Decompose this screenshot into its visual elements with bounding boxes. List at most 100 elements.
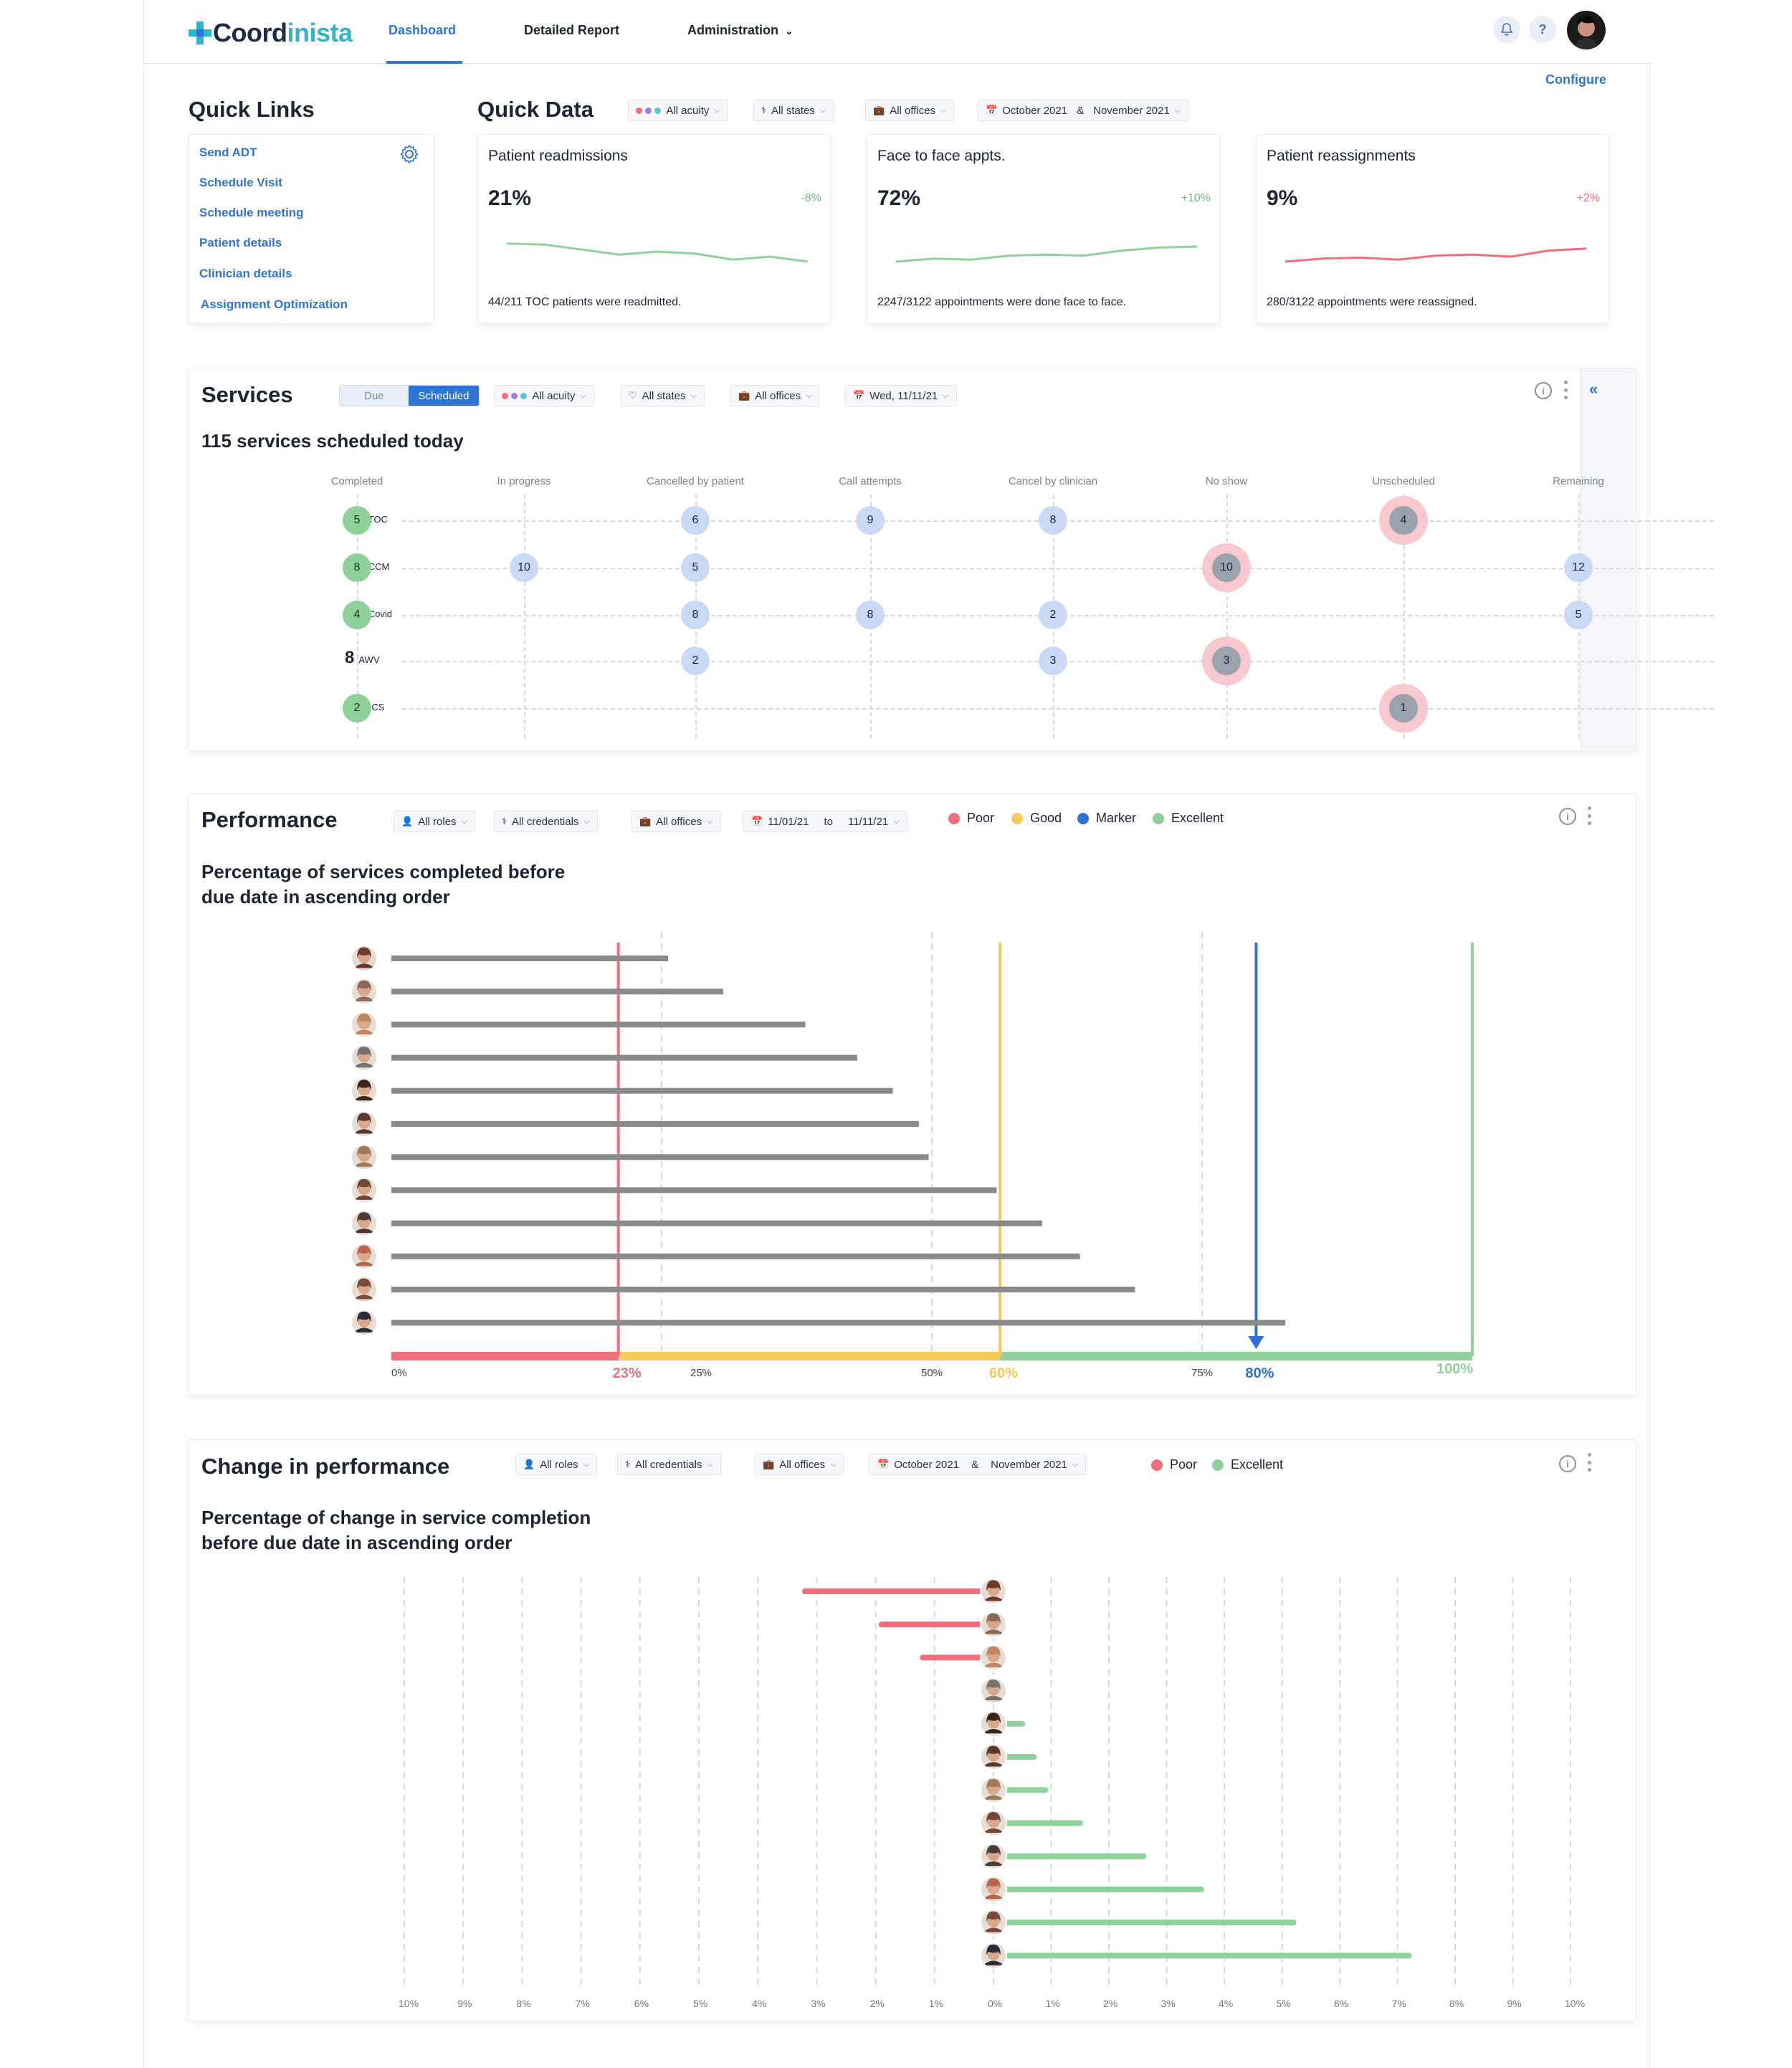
clinician-avatar[interactable]	[351, 1110, 378, 1138]
qd-card-readmissions[interactable]: Patient readmissions 21% -8% 44/211 TOC …	[477, 134, 831, 324]
change-more-icon[interactable]	[1587, 1453, 1591, 1472]
change-subtitle-line1: Percentage of change in service completi…	[201, 1507, 591, 1528]
change-info-icon[interactable]: i	[1559, 1455, 1576, 1472]
services-acuity-filter[interactable]: All acuity ⌵	[494, 385, 594, 406]
qd-card-footer: 280/3122 appointments were reassigned.	[1267, 296, 1477, 308]
clinician-avatar[interactable]	[980, 1942, 1007, 1970]
perf-credentials-filter[interactable]: ⚕ All credentials ⌵	[494, 811, 598, 832]
clinician-avatar[interactable]	[351, 978, 378, 1006]
clinician-avatar[interactable]	[351, 1276, 378, 1303]
chg-tick-label: 3%	[811, 1998, 825, 2009]
services-date-filter[interactable]: 📅 Wed, 11/11/21 ⌵	[845, 385, 957, 406]
services-count-bubble[interactable]: 1	[1389, 694, 1418, 723]
chg-roles-filter[interactable]: 👤 All roles ⌵	[515, 1454, 597, 1475]
services-count-bubble[interactable]: 8	[856, 601, 885, 629]
qd-offices-filter[interactable]: 💼 All offices ⌵	[865, 100, 955, 121]
qd-acuity-filter[interactable]: All acuity ⌵	[628, 100, 728, 121]
quick-link-schedule-meeting[interactable]: Schedule meeting	[199, 206, 304, 219]
help-button[interactable]: ?	[1529, 16, 1556, 43]
gear-icon[interactable]	[399, 143, 420, 165]
clinician-avatar[interactable]	[351, 1077, 378, 1105]
toggle-due[interactable]: Due	[340, 386, 409, 406]
chevron-down-icon: ⌵	[893, 816, 900, 826]
services-count-bubble[interactable]: 10	[1212, 553, 1241, 582]
collapse-left-icon[interactable]: «	[1589, 380, 1598, 398]
notifications-button[interactable]	[1493, 16, 1520, 43]
clinician-avatar[interactable]	[980, 1743, 1007, 1771]
nav-dashboard[interactable]: Dashboard	[389, 23, 457, 37]
qd-date-filter[interactable]: 📅 October 2021 & November 2021 ⌵	[978, 100, 1189, 121]
services-count-bubble[interactable]: 5	[681, 553, 710, 582]
clinician-avatar[interactable]	[351, 1242, 378, 1270]
services-count-bubble[interactable]: 3	[1039, 647, 1067, 675]
quick-link-clinician-details[interactable]: Clinician details	[199, 267, 292, 280]
qd-card-face-to-face[interactable]: Face to face appts. 72% +10% 2247/3122 a…	[867, 134, 1220, 324]
clinician-avatar[interactable]	[351, 1011, 378, 1039]
clinician-avatar[interactable]	[980, 1809, 1007, 1837]
configure-link[interactable]: Configure	[1545, 72, 1606, 87]
quick-link-patient-details[interactable]: Patient details	[199, 236, 282, 249]
services-more-icon[interactable]	[1563, 381, 1568, 399]
quick-link-schedule-visit[interactable]: Schedule Visit	[199, 176, 282, 189]
services-states-filter[interactable]: ♡ All states ⌵	[621, 385, 705, 406]
services-count-bubble[interactable]: 12	[1564, 553, 1593, 582]
clinician-avatar[interactable]	[980, 1578, 1007, 1605]
briefcase-icon: 💼	[738, 390, 750, 401]
services-offices-filter[interactable]: 💼 All offices ⌵	[730, 385, 820, 406]
clinician-avatar[interactable]	[351, 1209, 378, 1237]
quick-link-send-adt[interactable]: Send ADT	[199, 146, 257, 159]
user-avatar[interactable]	[1567, 11, 1606, 49]
performance-subtitle-line2: due date in ascending order	[201, 886, 450, 907]
clinician-avatar[interactable]	[980, 1677, 1007, 1705]
services-count-bubble[interactable]: 5	[343, 506, 371, 535]
clinician-avatar[interactable]	[980, 1875, 1007, 1903]
services-count-bubble[interactable]: 8	[1039, 506, 1067, 535]
services-count-bubble[interactable]: 5	[1564, 601, 1593, 629]
clinician-avatar[interactable]	[980, 1909, 1007, 1936]
services-count-bubble[interactable]: 4	[343, 601, 371, 629]
services-count-bubble[interactable]: 9	[856, 506, 885, 535]
clinician-avatar[interactable]	[351, 1143, 378, 1171]
qd-card-reassignments[interactable]: Patient reassignments 9% +2% 280/3122 ap…	[1256, 134, 1609, 324]
qd-card-footer: 44/211 TOC patients were readmitted.	[488, 296, 682, 308]
clinician-avatar[interactable]	[351, 1176, 378, 1204]
services-count-bubble[interactable]: 4	[1389, 506, 1418, 535]
clinician-avatar[interactable]	[351, 1309, 378, 1337]
quick-link-assignment-optimization[interactable]: Assignment Optimization	[201, 297, 348, 311]
services-count-bubble[interactable]: 6	[681, 506, 710, 535]
perf-roles-label: All roles	[418, 815, 457, 828]
chg-offices-filter[interactable]: 💼 All offices ⌵	[755, 1454, 844, 1475]
nav-detailed-report[interactable]: Detailed Report	[524, 23, 620, 37]
perf-roles-filter[interactable]: 👤 All roles ⌵	[394, 811, 475, 832]
nav-administration[interactable]: Administration ⌄	[687, 23, 793, 38]
toggle-scheduled[interactable]: Scheduled	[408, 386, 480, 406]
clinician-avatar[interactable]	[351, 1044, 378, 1072]
services-count-bubble[interactable]: 8	[343, 553, 371, 582]
clinician-avatar[interactable]	[980, 1710, 1007, 1738]
chg-credentials-filter[interactable]: ⚕ All credentials ⌵	[617, 1454, 721, 1475]
clinician-avatar[interactable]	[980, 1776, 1007, 1804]
performance-info-icon[interactable]: i	[1559, 808, 1576, 825]
performance-more-icon[interactable]	[1587, 806, 1591, 825]
services-info-icon[interactable]: i	[1535, 382, 1552, 399]
perf-date-filter[interactable]: 📅 11/01/21 to 11/11/21 ⌵	[743, 811, 907, 832]
chg-tick-label: 2%	[870, 1998, 885, 2009]
chg-tick-label: 8%	[516, 1998, 530, 2009]
qd-states-filter[interactable]: ⚕ All states ⌵	[753, 100, 834, 121]
services-count-bubble[interactable]: 2	[681, 647, 710, 675]
services-count-bubble[interactable]: 8	[681, 601, 710, 629]
services-count-bubble[interactable]: 3	[1212, 647, 1241, 675]
chg-date-filter[interactable]: 📅 October 2021 & November 2021 ⌵	[869, 1454, 1087, 1475]
clinician-avatar[interactable]	[980, 1644, 1007, 1672]
logo[interactable]: Coordinista	[187, 17, 353, 49]
clinician-avatar[interactable]	[980, 1611, 1007, 1639]
services-count-bubble[interactable]: 2	[1039, 601, 1067, 629]
perf-offices-filter[interactable]: 💼 All offices ⌵	[632, 811, 721, 832]
clinician-avatar[interactable]	[351, 945, 378, 972]
services-count-bubble[interactable]: 2	[343, 694, 371, 723]
clinician-avatar[interactable]	[980, 1842, 1007, 1870]
legend-excellent: Excellent	[1153, 811, 1224, 826]
services-count-bubble[interactable]: 10	[510, 553, 538, 582]
qd-card-label: Patient reassignments	[1267, 148, 1416, 164]
services-grid-vline	[1226, 495, 1228, 738]
